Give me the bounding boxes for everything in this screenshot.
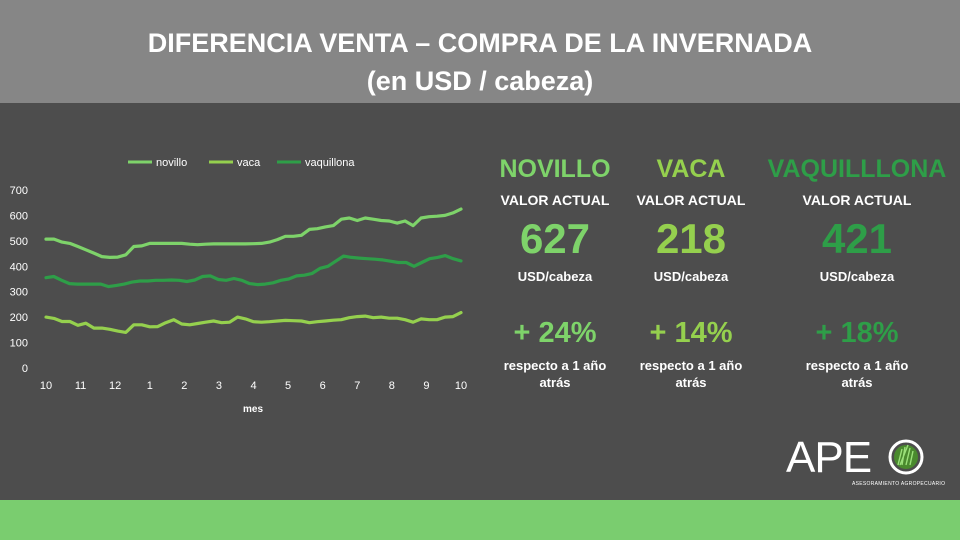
logo-text: APE <box>786 433 872 482</box>
stat-reference-line1: respecto a 1 año <box>503 358 607 373</box>
stat-label: VALOR ACTUAL <box>802 192 912 208</box>
x-tick-label: 12 <box>109 380 121 392</box>
x-tick-label: 9 <box>423 380 429 392</box>
footer-bar <box>0 500 960 540</box>
stat-reference-line1: respecto a 1 año <box>639 358 743 373</box>
stat-reference-line2: atrás <box>841 375 873 390</box>
stat-reference-line1: respecto a 1 año <box>805 358 909 373</box>
stat-label: VALOR ACTUAL <box>636 192 746 208</box>
x-tick-label: 10 <box>40 380 52 392</box>
y-tick-label: 500 <box>10 236 28 248</box>
stat-change: + 24% <box>513 317 597 349</box>
y-tick-label: 200 <box>10 312 28 324</box>
y-tick-label: 400 <box>10 261 28 273</box>
x-tick-label: 11 <box>75 380 86 392</box>
stat-reference: respecto a 1 año atrás <box>470 357 640 391</box>
x-tick-label: 4 <box>250 380 256 392</box>
legend-label: novillo <box>156 157 187 169</box>
x-tick-label: 2 <box>181 380 187 392</box>
x-tick-label: 5 <box>285 380 291 392</box>
stat-reference: respecto a 1 año atrás <box>606 357 776 391</box>
stat-name: NOVILLO <box>499 155 611 183</box>
stat-reference: respecto a 1 año atrás <box>762 357 952 391</box>
stat-value: 421 <box>821 215 893 262</box>
stat-name: VACA <box>656 155 726 183</box>
grass-circle-icon <box>888 439 924 475</box>
y-tick-label: 300 <box>10 287 28 299</box>
stat-label: VALOR ACTUAL <box>500 192 610 208</box>
x-axis-title: mes <box>243 404 263 415</box>
page-subtitle: (en USD / cabeza) <box>366 66 594 96</box>
series-line-novillo <box>44 207 463 260</box>
stat-unit: USD/cabeza <box>819 269 895 284</box>
stat-reference-line2: atrás <box>675 375 707 390</box>
stat-unit: USD/cabeza <box>517 269 593 284</box>
stat-change: + 18% <box>815 317 899 349</box>
stat-value: 627 <box>519 215 591 262</box>
stat-unit: USD/cabeza <box>653 269 729 284</box>
y-tick-label: 700 <box>10 185 28 197</box>
stat-value: 218 <box>655 215 727 262</box>
series-line-vaquillona <box>44 253 463 289</box>
stat-reference-line2: atrás <box>539 375 571 390</box>
legend-label: vaca <box>237 157 261 169</box>
y-tick-label: 100 <box>10 338 28 350</box>
page-title: DIFERENCIA VENTA – COMPRA DE LA INVERNAD… <box>147 28 813 58</box>
x-tick-label: 8 <box>389 380 395 392</box>
stat-name: VAQUILLLONA <box>767 155 947 183</box>
legend-label: vaquillona <box>305 157 355 169</box>
x-tick-label: 10 <box>455 380 467 392</box>
series-line-vaca <box>44 311 463 334</box>
stat-change: + 14% <box>649 317 733 349</box>
title-bar <box>0 0 960 103</box>
x-tick-label: 1 <box>147 380 153 392</box>
y-tick-label: 600 <box>10 210 28 222</box>
y-tick-label: 0 <box>22 363 28 375</box>
x-tick-label: 3 <box>216 380 222 392</box>
x-tick-label: 6 <box>320 380 326 392</box>
ape-logo: APE ASESORAMIENTO AGROPECUARIO <box>786 433 945 491</box>
logo-subtitle: ASESORAMIENTO AGROPECUARIO <box>852 481 946 487</box>
x-tick-label: 7 <box>354 380 360 392</box>
